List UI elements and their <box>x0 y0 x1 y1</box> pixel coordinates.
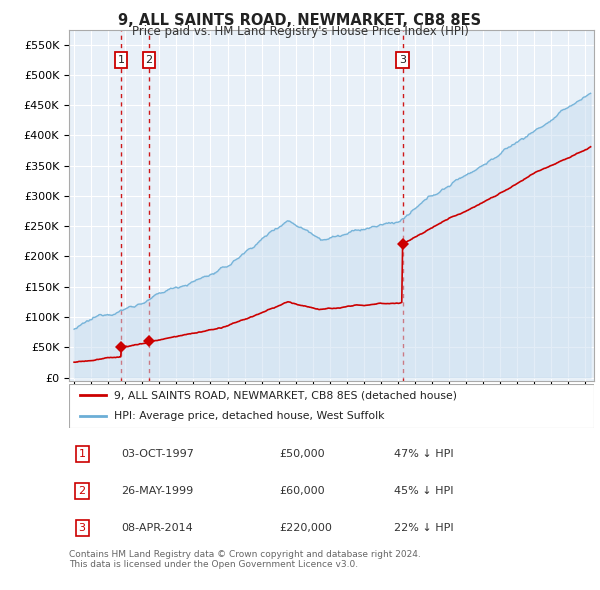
Text: 3: 3 <box>79 523 86 533</box>
Text: 22% ↓ HPI: 22% ↓ HPI <box>395 523 454 533</box>
Text: 26-MAY-1999: 26-MAY-1999 <box>121 486 194 496</box>
Text: 3: 3 <box>399 55 406 65</box>
Text: 9, ALL SAINTS ROAD, NEWMARKET, CB8 8ES: 9, ALL SAINTS ROAD, NEWMARKET, CB8 8ES <box>118 13 482 28</box>
Text: £50,000: £50,000 <box>279 450 325 460</box>
Text: 08-APR-2014: 08-APR-2014 <box>121 523 193 533</box>
Text: £60,000: £60,000 <box>279 486 325 496</box>
Text: Price paid vs. HM Land Registry's House Price Index (HPI): Price paid vs. HM Land Registry's House … <box>131 25 469 38</box>
FancyBboxPatch shape <box>69 384 594 428</box>
Text: 2: 2 <box>146 55 152 65</box>
Text: 1: 1 <box>118 55 124 65</box>
Text: 1: 1 <box>79 450 86 460</box>
Text: 2: 2 <box>79 486 86 496</box>
Text: HPI: Average price, detached house, West Suffolk: HPI: Average price, detached house, West… <box>113 411 384 421</box>
Text: Contains HM Land Registry data © Crown copyright and database right 2024.
This d: Contains HM Land Registry data © Crown c… <box>69 550 421 569</box>
Text: 03-OCT-1997: 03-OCT-1997 <box>121 450 194 460</box>
Text: 9, ALL SAINTS ROAD, NEWMARKET, CB8 8ES (detached house): 9, ALL SAINTS ROAD, NEWMARKET, CB8 8ES (… <box>113 391 457 401</box>
Text: £220,000: £220,000 <box>279 523 332 533</box>
Text: 47% ↓ HPI: 47% ↓ HPI <box>395 450 454 460</box>
Text: 45% ↓ HPI: 45% ↓ HPI <box>395 486 454 496</box>
